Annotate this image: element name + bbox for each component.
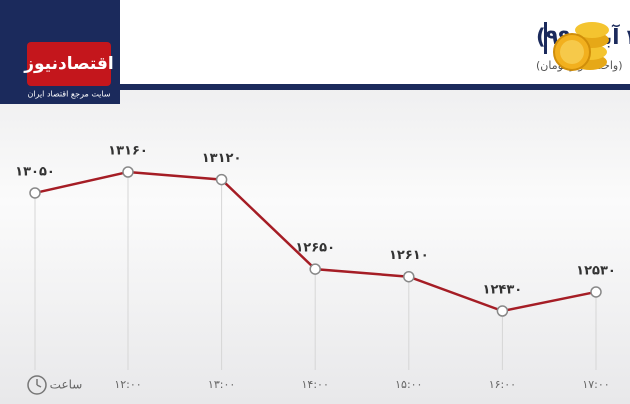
title-bar xyxy=(544,22,547,54)
x-tick-label: ۱۴:۰۰ xyxy=(302,378,329,391)
x-axis-label: ساعت xyxy=(50,378,83,392)
value-label: ۱۳۰۵۰ xyxy=(15,164,55,179)
clock-icon xyxy=(27,375,47,395)
coin-icon xyxy=(553,22,609,71)
data-point xyxy=(590,286,602,298)
value-label: ۱۳۱۲۰ xyxy=(202,151,242,166)
data-point xyxy=(122,166,134,178)
value-label: ۱۲۶۵۰ xyxy=(295,241,335,256)
data-point xyxy=(215,173,228,186)
x-tick-label: ۱۶:۰۰ xyxy=(489,378,516,391)
x-tick-label: ۱۷:۰۰ xyxy=(582,378,609,391)
data-point xyxy=(309,263,321,275)
value-label: ۱۳۱۶۰ xyxy=(108,144,148,159)
value-label: ۱۲۶۱۰ xyxy=(389,248,429,263)
data-point xyxy=(403,270,415,283)
logo-box xyxy=(27,42,111,86)
value-label: ۱۲۵۳۰ xyxy=(576,263,616,278)
data-point xyxy=(496,305,509,317)
header-band xyxy=(0,84,630,90)
value-label: ۱۲۴۳۰ xyxy=(483,283,523,298)
data-point xyxy=(29,187,41,199)
x-tick-label: ۱۳:۰۰ xyxy=(208,378,235,391)
x-tick-label: ۱۵:۰۰ xyxy=(395,378,422,391)
logo-tagline: سایت مرجع اقتصاد ایران xyxy=(27,90,110,99)
logo-text: اقتصادنیوز xyxy=(23,54,114,74)
x-tick-label: ۱۲:۰۰ xyxy=(114,378,141,391)
